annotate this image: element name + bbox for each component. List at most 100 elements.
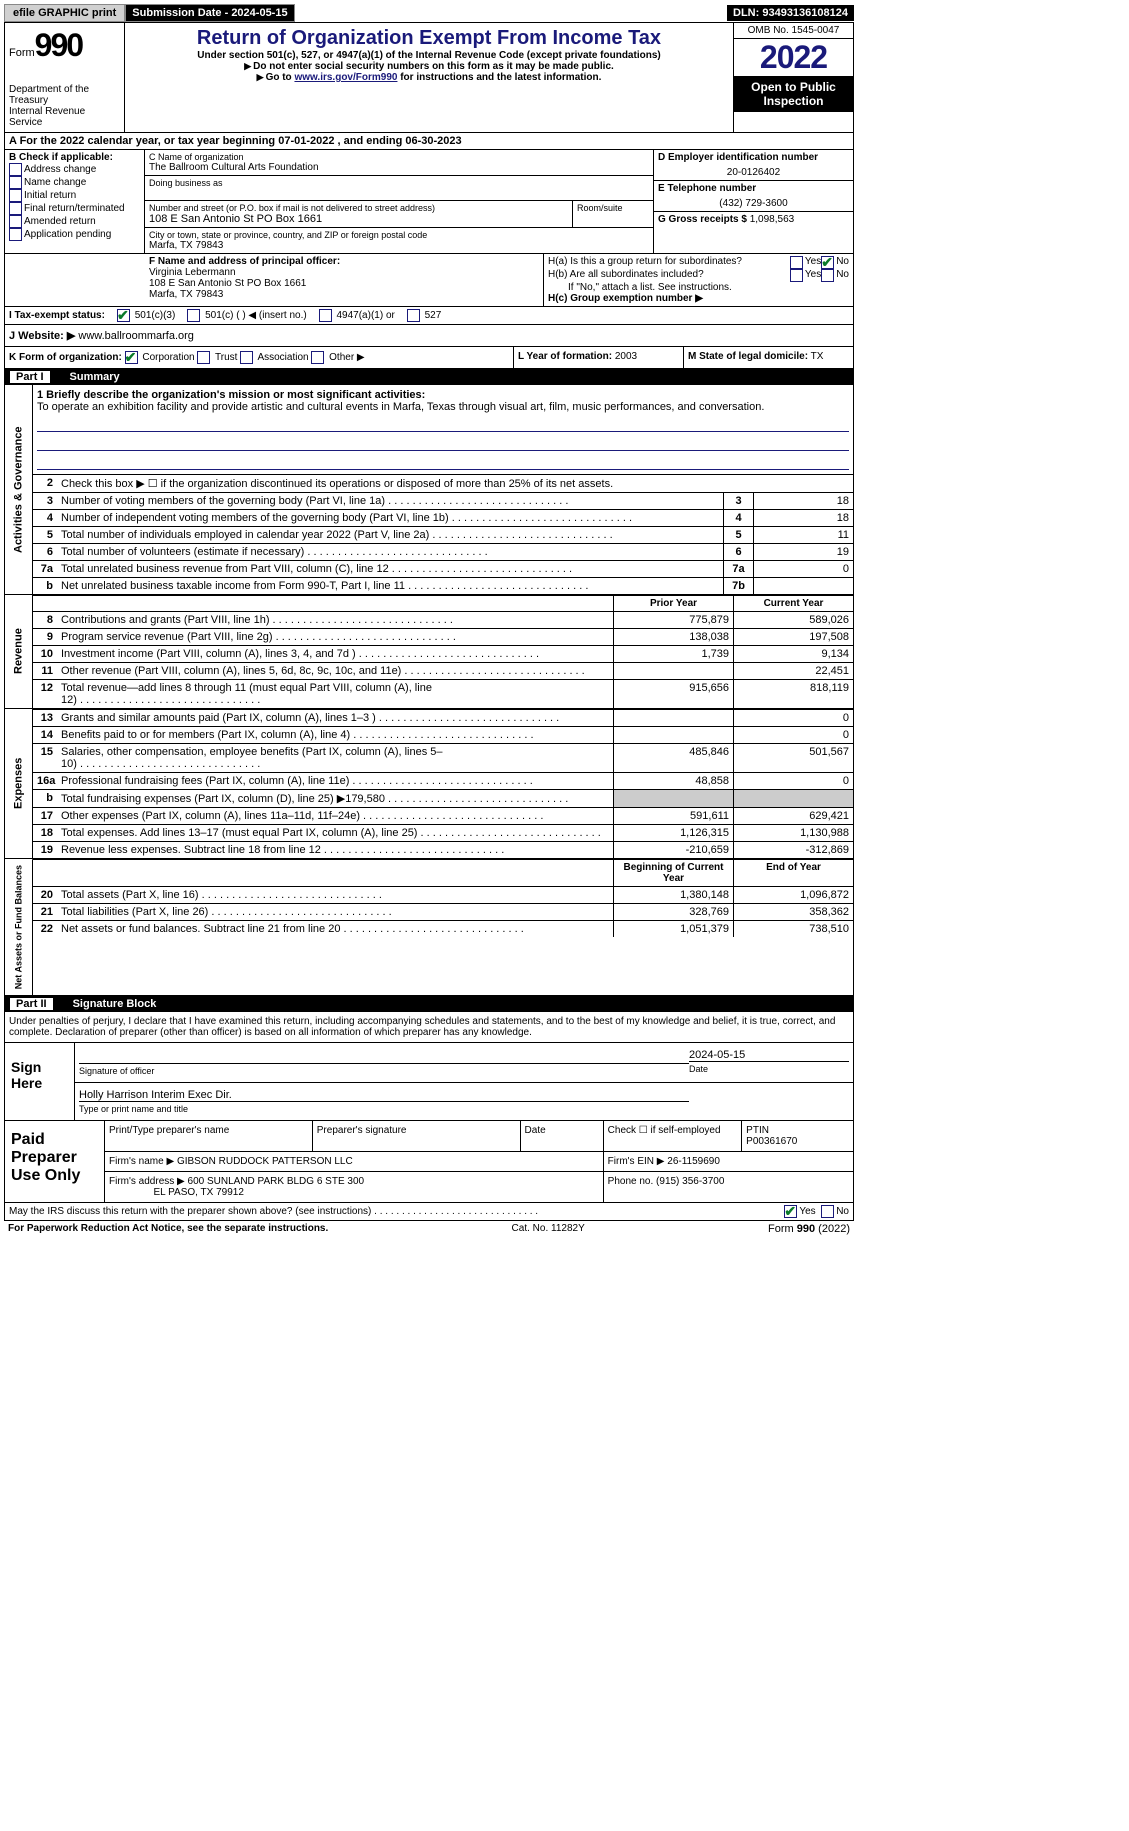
prior-value: 485,846	[613, 744, 733, 772]
dln-label: DLN: 93493136108124	[727, 5, 854, 21]
efile-button[interactable]: efile GRAPHIC print	[4, 4, 125, 22]
i-label: I Tax-exempt status:	[9, 310, 105, 321]
k-trust: Trust	[215, 352, 237, 363]
cb-4947[interactable]	[319, 309, 332, 322]
k-assoc: Association	[257, 352, 308, 363]
prep-h3: Date	[521, 1121, 604, 1151]
curr-value: 0	[733, 727, 853, 743]
firm-addr1: 600 SUNLAND PARK BLDG 6 STE 300	[188, 1176, 365, 1187]
firm-phone-label: Phone no.	[608, 1176, 654, 1187]
curr-value: 1,130,988	[733, 825, 853, 841]
part1-title: Summary	[70, 371, 120, 383]
block-b: B Check if applicable: Address change Na…	[5, 150, 145, 253]
col-prior: Prior Year	[613, 596, 733, 611]
goto-post: for instructions and the latest informat…	[397, 72, 601, 83]
line-text: Total unrelated business revenue from Pa…	[57, 561, 723, 577]
hc-label: H(c) Group exemption number ▶	[548, 293, 703, 304]
discuss-text: May the IRS discuss this return with the…	[9, 1206, 784, 1217]
cb-corp[interactable]	[125, 351, 138, 364]
sig-date-label: Date	[689, 1061, 849, 1074]
cb-527[interactable]	[407, 309, 420, 322]
line-text: Total fundraising expenses (Part IX, col…	[57, 790, 613, 807]
cb-pending[interactable]	[9, 228, 22, 241]
m-value: TX	[811, 351, 824, 362]
firm-ein-label: Firm's EIN ▶	[608, 1156, 665, 1167]
cb-discuss-yes[interactable]	[784, 1205, 797, 1218]
irs-link[interactable]: www.irs.gov/Form990	[294, 72, 397, 83]
line-value: 0	[753, 561, 853, 577]
part2-num: Part II	[10, 998, 53, 1010]
i-501c3: 501(c)(3)	[135, 310, 176, 321]
cb-final[interactable]	[9, 202, 22, 215]
line2-text: Check this box ▶ ☐ if the organization d…	[57, 475, 853, 492]
e-label: E Telephone number	[658, 183, 756, 194]
officer-addr2: Marfa, TX 79843	[149, 289, 223, 300]
opt-name: Name change	[24, 177, 86, 188]
line-text: Investment income (Part VIII, column (A)…	[57, 646, 613, 662]
cb-assoc[interactable]	[240, 351, 253, 364]
cb-address[interactable]	[9, 163, 22, 176]
dba-label: Doing business as	[149, 178, 649, 188]
opt-final: Final return/terminated	[24, 203, 125, 214]
prior-value: -210,659	[613, 842, 733, 858]
k-label: K Form of organization:	[9, 352, 122, 363]
prior-value: 591,611	[613, 808, 733, 824]
cb-hb-no[interactable]	[821, 269, 834, 282]
f-label: F Name and address of principal officer:	[149, 256, 340, 267]
prior-value	[613, 663, 733, 679]
line-text: Professional fundraising fees (Part IX, …	[57, 773, 613, 789]
col-curr: Current Year	[733, 596, 853, 611]
cb-discuss-no[interactable]	[821, 1205, 834, 1218]
omb-number: OMB No. 1545-0047	[734, 23, 853, 39]
dept-treasury: Department of the Treasury	[9, 84, 120, 106]
phone-value: (432) 729-3600	[658, 198, 849, 209]
curr-value: 738,510	[733, 921, 853, 937]
curr-value: 22,451	[733, 663, 853, 679]
cb-other[interactable]	[311, 351, 324, 364]
cb-name[interactable]	[9, 176, 22, 189]
line-text: Total number of individuals employed in …	[57, 527, 723, 543]
l-label: L Year of formation:	[518, 351, 612, 362]
curr-value: 1,096,872	[733, 887, 853, 903]
prior-value: 775,879	[613, 612, 733, 628]
form-label: Form	[9, 47, 35, 59]
cb-501c[interactable]	[187, 309, 200, 322]
prior-value: 1,126,315	[613, 825, 733, 841]
curr-value: 197,508	[733, 629, 853, 645]
cb-ha-no[interactable]	[821, 256, 834, 269]
h-note: If "No," attach a list. See instructions…	[548, 282, 849, 293]
org-name: The Ballroom Cultural Arts Foundation	[149, 162, 649, 173]
line-text: Total liabilities (Part X, line 26)	[57, 904, 613, 920]
cb-ha-yes[interactable]	[790, 256, 803, 269]
a-begin: 07-01-2022	[278, 135, 334, 147]
line-value	[753, 578, 853, 594]
ein-value: 20-0126402	[658, 167, 849, 178]
col-end: End of Year	[733, 860, 853, 886]
top-bar: efile GRAPHIC print Submission Date - 20…	[4, 4, 854, 22]
line-text: Other expenses (Part IX, column (A), lin…	[57, 808, 613, 824]
cb-amended[interactable]	[9, 215, 22, 228]
opt-initial: Initial return	[24, 190, 76, 201]
k-corp: Corporation	[142, 352, 194, 363]
line-text: Total expenses. Add lines 13–17 (must eq…	[57, 825, 613, 841]
officer-name: Virginia Lebermann	[149, 267, 236, 278]
cb-trust[interactable]	[197, 351, 210, 364]
cb-initial[interactable]	[9, 189, 22, 202]
curr-value: 0	[733, 773, 853, 789]
a-mid: , and ending	[334, 135, 405, 147]
prep-h5: PTIN	[746, 1125, 769, 1136]
cb-501c3[interactable]	[117, 309, 130, 322]
hb-label: H(b) Are all subordinates included?	[548, 269, 790, 282]
sign-here: Sign Here	[5, 1043, 75, 1120]
footer-pra: For Paperwork Reduction Act Notice, see …	[8, 1223, 328, 1235]
firm-addr2: EL PASO, TX 79912	[153, 1187, 243, 1198]
prior-value	[613, 727, 733, 743]
line-text: Net assets or fund balances. Subtract li…	[57, 921, 613, 937]
l-value: 2003	[615, 351, 637, 362]
prior-value: 1,739	[613, 646, 733, 662]
prior-value: 915,656	[613, 680, 733, 708]
cb-hb-yes[interactable]	[790, 269, 803, 282]
line-value: 18	[753, 493, 853, 509]
footer-cat: Cat. No. 11282Y	[512, 1223, 585, 1235]
room-label: Room/suite	[577, 203, 649, 213]
